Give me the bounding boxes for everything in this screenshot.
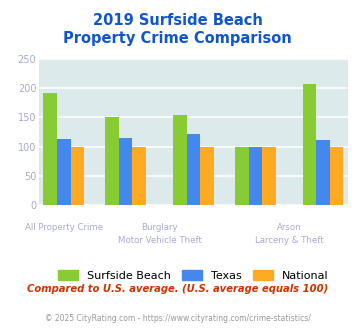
Bar [235, 147, 248, 205]
Bar [303, 84, 316, 205]
Bar [43, 92, 57, 205]
Text: Motor Vehicle Theft: Motor Vehicle Theft [118, 236, 202, 245]
Bar [248, 147, 262, 205]
Bar [316, 140, 330, 205]
Bar [200, 147, 214, 205]
Text: Larceny & Theft: Larceny & Theft [255, 236, 323, 245]
Bar [330, 147, 344, 205]
Legend: Surfside Beach, Texas, National: Surfside Beach, Texas, National [54, 265, 333, 285]
Bar [132, 147, 146, 205]
Text: Compared to U.S. average. (U.S. average equals 100): Compared to U.S. average. (U.S. average … [27, 284, 328, 294]
Bar [71, 147, 84, 205]
Text: All Property Crime: All Property Crime [25, 223, 103, 232]
Text: Burglary: Burglary [141, 223, 178, 232]
Bar [187, 134, 200, 205]
Bar [173, 115, 187, 205]
Bar [105, 117, 119, 205]
Bar [57, 139, 71, 205]
Text: © 2025 CityRating.com - https://www.cityrating.com/crime-statistics/: © 2025 CityRating.com - https://www.city… [45, 314, 310, 323]
Bar [262, 147, 276, 205]
Bar [119, 138, 132, 205]
Text: 2019 Surfside Beach
Property Crime Comparison: 2019 Surfside Beach Property Crime Compa… [63, 13, 292, 46]
Text: Arson: Arson [277, 223, 301, 232]
